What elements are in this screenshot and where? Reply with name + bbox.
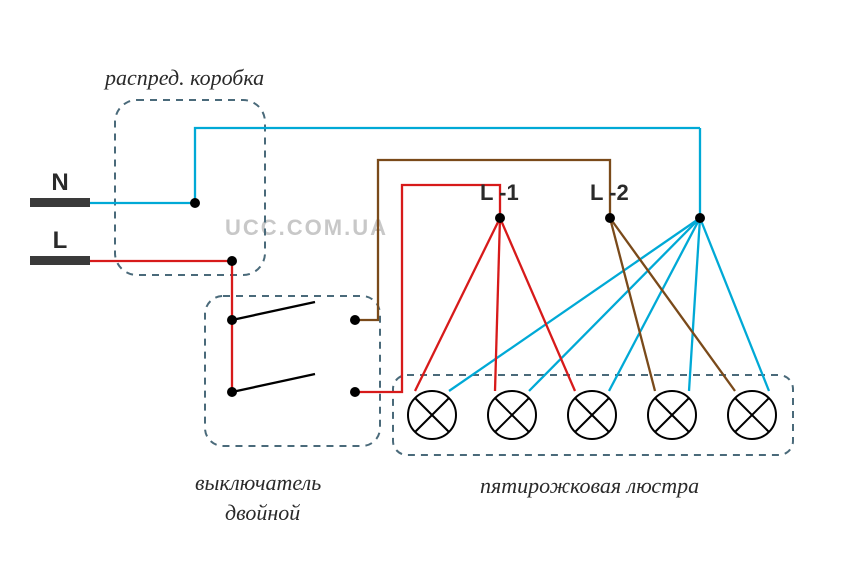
watermark-text: UCC.COM.UA: [225, 215, 388, 240]
lamp-2: [488, 391, 536, 439]
wire-neutral: [90, 128, 769, 391]
terminal-N: N: [30, 169, 90, 207]
junction-box: [115, 100, 265, 275]
label-L1: L -1: [480, 180, 519, 205]
label-junction-box: распред. коробка: [103, 65, 264, 90]
switch-contacts: [232, 302, 315, 392]
svg-text:N: N: [51, 169, 68, 196]
label-switch-1: выключатель: [195, 470, 321, 495]
lamp-5: [728, 391, 776, 439]
wire-L1: [355, 185, 575, 392]
lamps-group: [408, 391, 776, 439]
lamp-1: [408, 391, 456, 439]
label-chandelier: пятирожковая люстра: [480, 473, 699, 498]
lamp-3: [568, 391, 616, 439]
wiring-diagram: UCC.COM.UA N L: [0, 0, 851, 588]
label-L2: L -2: [590, 180, 629, 205]
terminal-L: L: [30, 227, 90, 265]
wire-live: [90, 261, 232, 392]
lamp-4: [648, 391, 696, 439]
label-switch-2: двойной: [225, 500, 300, 525]
wire-L2: [355, 160, 735, 391]
svg-text:L: L: [53, 227, 68, 254]
